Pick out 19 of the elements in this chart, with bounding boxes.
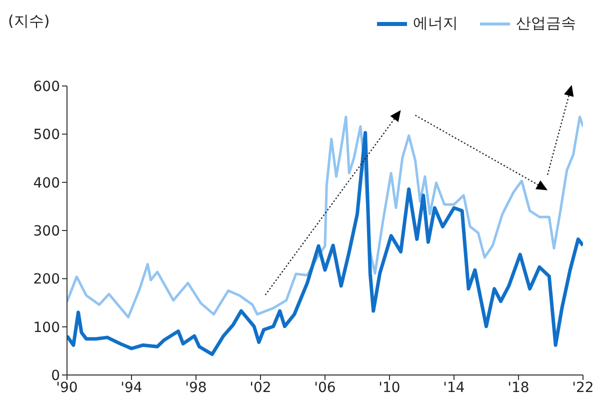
x-tick-label: '22 [572, 380, 594, 396]
legend-label: 에너지 [413, 14, 458, 33]
x-tick-label: '18 [508, 380, 530, 396]
line-series [67, 116, 583, 318]
y-tick-label: 500 [33, 127, 60, 144]
x-tick-label: '06 [314, 380, 336, 396]
x-tick-label: '98 [185, 380, 207, 396]
y-tick-label: 300 [33, 223, 60, 240]
line-series [67, 130, 583, 356]
y-tick-label: 600 [33, 78, 60, 95]
y-axis-title: (지수) [8, 12, 50, 31]
y-tick-label: 400 [33, 175, 60, 192]
x-tick-label: '02 [250, 380, 272, 396]
x-tick-label: '10 [378, 380, 400, 396]
y-tick-label: 100 [33, 320, 60, 336]
x-tick-label: '94 [120, 380, 142, 396]
x-tick-label: '14 [443, 380, 465, 396]
legend-label: 산업금속 [516, 14, 576, 33]
y-tick-label: 200 [33, 272, 60, 288]
